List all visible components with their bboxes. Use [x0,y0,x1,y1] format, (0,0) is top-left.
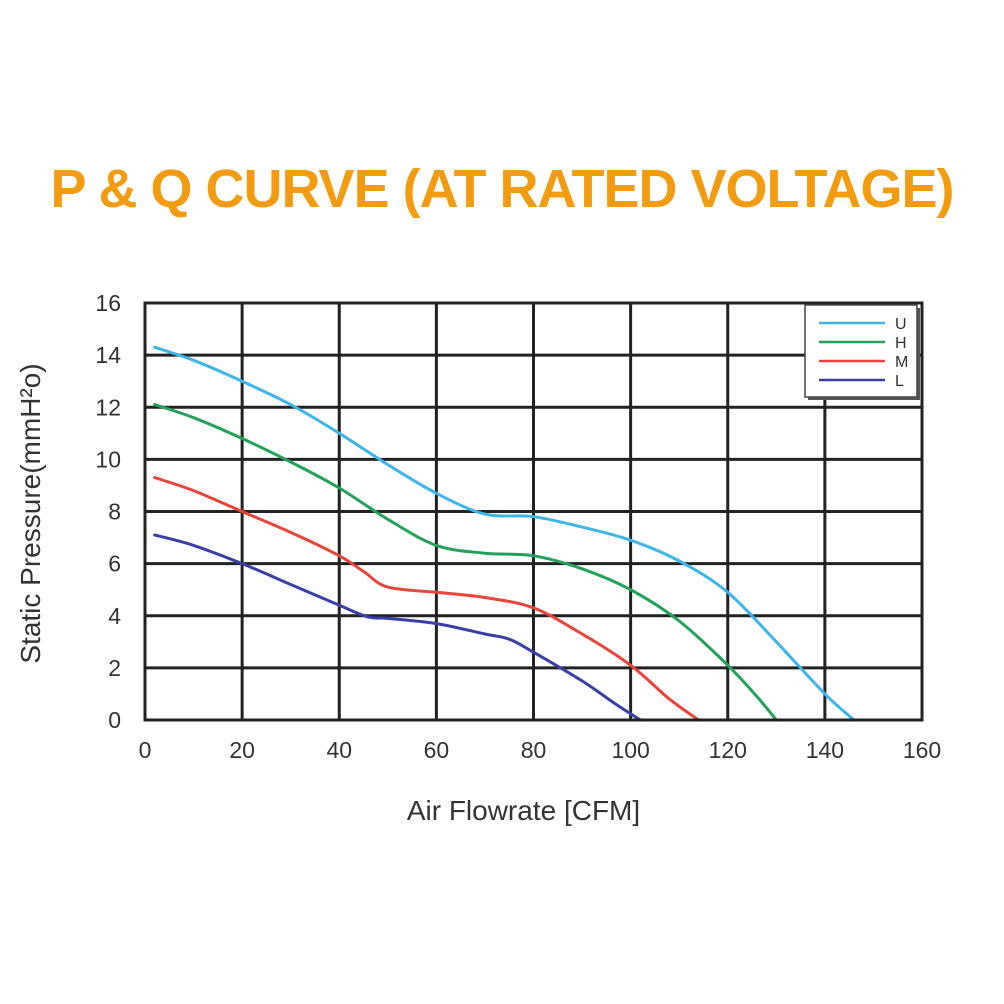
x-tick-label: 80 [521,737,547,763]
x-tick-label: 20 [229,737,255,763]
x-tick-label: 40 [326,737,352,763]
series-line-u [153,345,856,722]
y-tick-label: 6 [108,551,121,577]
plot-frame [143,301,924,722]
x-tick-labels: 0 20 40 60 80 100 120 140 160 [139,737,942,763]
y-tick-label: 12 [95,394,121,420]
legend-box [804,304,918,398]
x-tick-label: 120 [709,737,747,763]
x-tick-label: 160 [903,737,941,763]
y-tick-label: 10 [95,446,121,472]
y-axis-label: Static Pressure(mmH²o) [15,363,46,663]
x-axis-label: Air Flowrate [CFM] [407,795,640,826]
grid [145,303,922,720]
y-tick-label: 2 [108,655,121,681]
y-tick-label: 14 [95,342,121,368]
x-tick-label: 100 [611,737,649,763]
legend-label-u: U [895,316,907,333]
series-lines [153,345,856,722]
legend-label-m: M [895,354,908,371]
y-tick-label: 8 [108,499,121,525]
series-line-l [153,533,642,722]
series-line-h [153,403,778,722]
chart-title: P & Q CURVE (AT RATED VOLTAGE) [50,159,954,219]
y-tick-labels: 0 2 4 6 8 10 12 14 16 [95,290,121,733]
series-line-m [153,476,701,722]
legend-label-h: H [895,335,907,352]
x-tick-label: 140 [806,737,844,763]
x-tick-label: 60 [424,737,450,763]
y-tick-label: 4 [108,603,121,629]
x-tick-label: 0 [139,737,152,763]
legend-label-l: L [895,373,904,390]
y-tick-label: 16 [95,290,121,316]
y-tick-label: 0 [108,707,121,733]
